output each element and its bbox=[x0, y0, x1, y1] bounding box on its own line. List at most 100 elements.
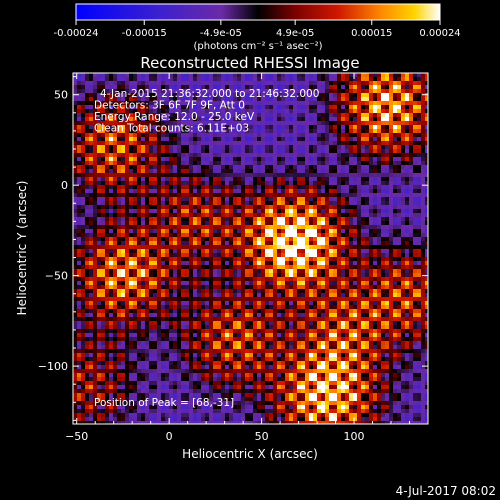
heatmap-cell bbox=[153, 157, 157, 161]
heatmap-cell bbox=[145, 169, 149, 173]
heatmap-cell bbox=[293, 269, 297, 273]
heatmap-cell bbox=[145, 121, 149, 125]
heatmap-cell bbox=[381, 157, 385, 161]
heatmap-cell bbox=[221, 129, 225, 133]
heatmap-cell bbox=[365, 209, 369, 213]
heatmap-cell bbox=[189, 237, 193, 241]
heatmap-cell bbox=[321, 181, 325, 185]
heatmap-cell bbox=[89, 105, 93, 109]
heatmap-cell bbox=[333, 289, 337, 293]
heatmap-cell bbox=[137, 85, 141, 89]
heatmap-cell bbox=[357, 125, 361, 129]
heatmap-cell bbox=[329, 269, 333, 273]
heatmap-cell bbox=[261, 153, 265, 157]
heatmap-cell bbox=[389, 81, 393, 85]
heatmap-cell bbox=[257, 117, 261, 121]
heatmap-cell bbox=[105, 237, 109, 241]
heatmap-cell bbox=[337, 97, 341, 101]
heatmap-cell bbox=[105, 161, 109, 165]
heatmap-cell bbox=[313, 173, 317, 177]
heatmap-cell bbox=[361, 169, 365, 173]
heatmap-cell bbox=[189, 205, 193, 209]
heatmap-cell bbox=[89, 85, 93, 89]
heatmap-cell bbox=[361, 293, 365, 297]
heatmap-cell bbox=[329, 285, 333, 289]
heatmap-cell bbox=[381, 281, 385, 285]
heatmap-cell bbox=[337, 169, 341, 173]
heatmap-cell bbox=[309, 193, 313, 197]
heatmap-cell bbox=[381, 117, 385, 121]
heatmap-cell bbox=[349, 277, 353, 281]
heatmap-cell bbox=[233, 105, 237, 109]
heatmap-cell bbox=[205, 281, 209, 285]
heatmap-cell bbox=[309, 277, 313, 281]
heatmap-cell bbox=[421, 161, 425, 165]
heatmap-cell bbox=[185, 225, 189, 229]
heatmap-cell bbox=[133, 241, 137, 245]
heatmap-cell bbox=[341, 209, 345, 213]
heatmap-cell bbox=[173, 241, 177, 245]
heatmap-cell bbox=[301, 137, 305, 141]
heatmap-cell bbox=[261, 245, 265, 249]
heatmap-cell bbox=[333, 253, 337, 257]
heatmap-cell bbox=[281, 117, 285, 121]
heatmap-cell bbox=[369, 225, 373, 229]
heatmap-cell bbox=[81, 213, 85, 217]
heatmap-cell bbox=[253, 101, 257, 105]
heatmap-cell bbox=[301, 221, 305, 225]
heatmap-cell bbox=[313, 101, 317, 105]
heatmap-cell bbox=[237, 269, 241, 273]
heatmap-cell bbox=[197, 101, 201, 105]
heatmap-cell bbox=[217, 137, 221, 141]
heatmap-cell bbox=[209, 233, 213, 237]
heatmap-cell bbox=[405, 109, 409, 113]
heatmap-cell bbox=[233, 205, 237, 209]
heatmap-cell bbox=[305, 85, 309, 89]
heatmap-cell bbox=[125, 113, 129, 117]
heatmap-cell bbox=[169, 185, 173, 189]
heatmap-cell bbox=[77, 285, 81, 289]
heatmap-cell bbox=[209, 81, 213, 85]
heatmap-cell bbox=[193, 237, 197, 241]
heatmap-cell bbox=[281, 97, 285, 101]
heatmap-cell bbox=[233, 257, 237, 261]
heatmap-cell bbox=[377, 253, 381, 257]
heatmap-cell bbox=[193, 217, 197, 221]
heatmap-cell bbox=[325, 213, 329, 217]
heatmap-cell bbox=[353, 229, 357, 233]
heatmap-cell bbox=[225, 237, 229, 241]
heatmap-cell bbox=[413, 261, 417, 265]
heatmap-cell bbox=[289, 217, 293, 221]
heatmap-cell bbox=[385, 97, 389, 101]
heatmap-cell bbox=[205, 233, 209, 237]
heatmap-cell bbox=[201, 85, 205, 89]
heatmap-cell bbox=[213, 265, 217, 269]
heatmap-cell bbox=[305, 113, 309, 117]
heatmap-cell bbox=[393, 277, 397, 281]
heatmap-cell bbox=[413, 253, 417, 257]
heatmap-cell bbox=[161, 121, 165, 125]
heatmap-cell bbox=[105, 257, 109, 261]
heatmap-cell bbox=[201, 253, 205, 257]
heatmap-cell bbox=[265, 81, 269, 85]
heatmap-cell bbox=[85, 85, 89, 89]
heatmap-cell bbox=[177, 285, 181, 289]
heatmap-cell bbox=[153, 253, 157, 257]
heatmap-cell bbox=[409, 113, 413, 117]
heatmap-cell bbox=[313, 85, 317, 89]
heatmap-cell bbox=[417, 101, 421, 105]
heatmap-cell bbox=[301, 113, 305, 117]
heatmap-cell bbox=[157, 93, 161, 97]
heatmap-cell bbox=[273, 161, 277, 165]
heatmap-cell bbox=[297, 249, 301, 253]
heatmap-cell bbox=[353, 181, 357, 185]
heatmap-cell bbox=[173, 289, 177, 293]
heatmap-cell bbox=[217, 257, 221, 261]
heatmap-cell bbox=[169, 281, 173, 285]
heatmap-cell bbox=[365, 169, 369, 173]
heatmap-cell bbox=[101, 285, 105, 289]
heatmap-cell bbox=[217, 93, 221, 97]
heatmap-cell bbox=[377, 97, 381, 101]
heatmap-cell bbox=[217, 285, 221, 289]
heatmap-cell bbox=[273, 233, 277, 237]
